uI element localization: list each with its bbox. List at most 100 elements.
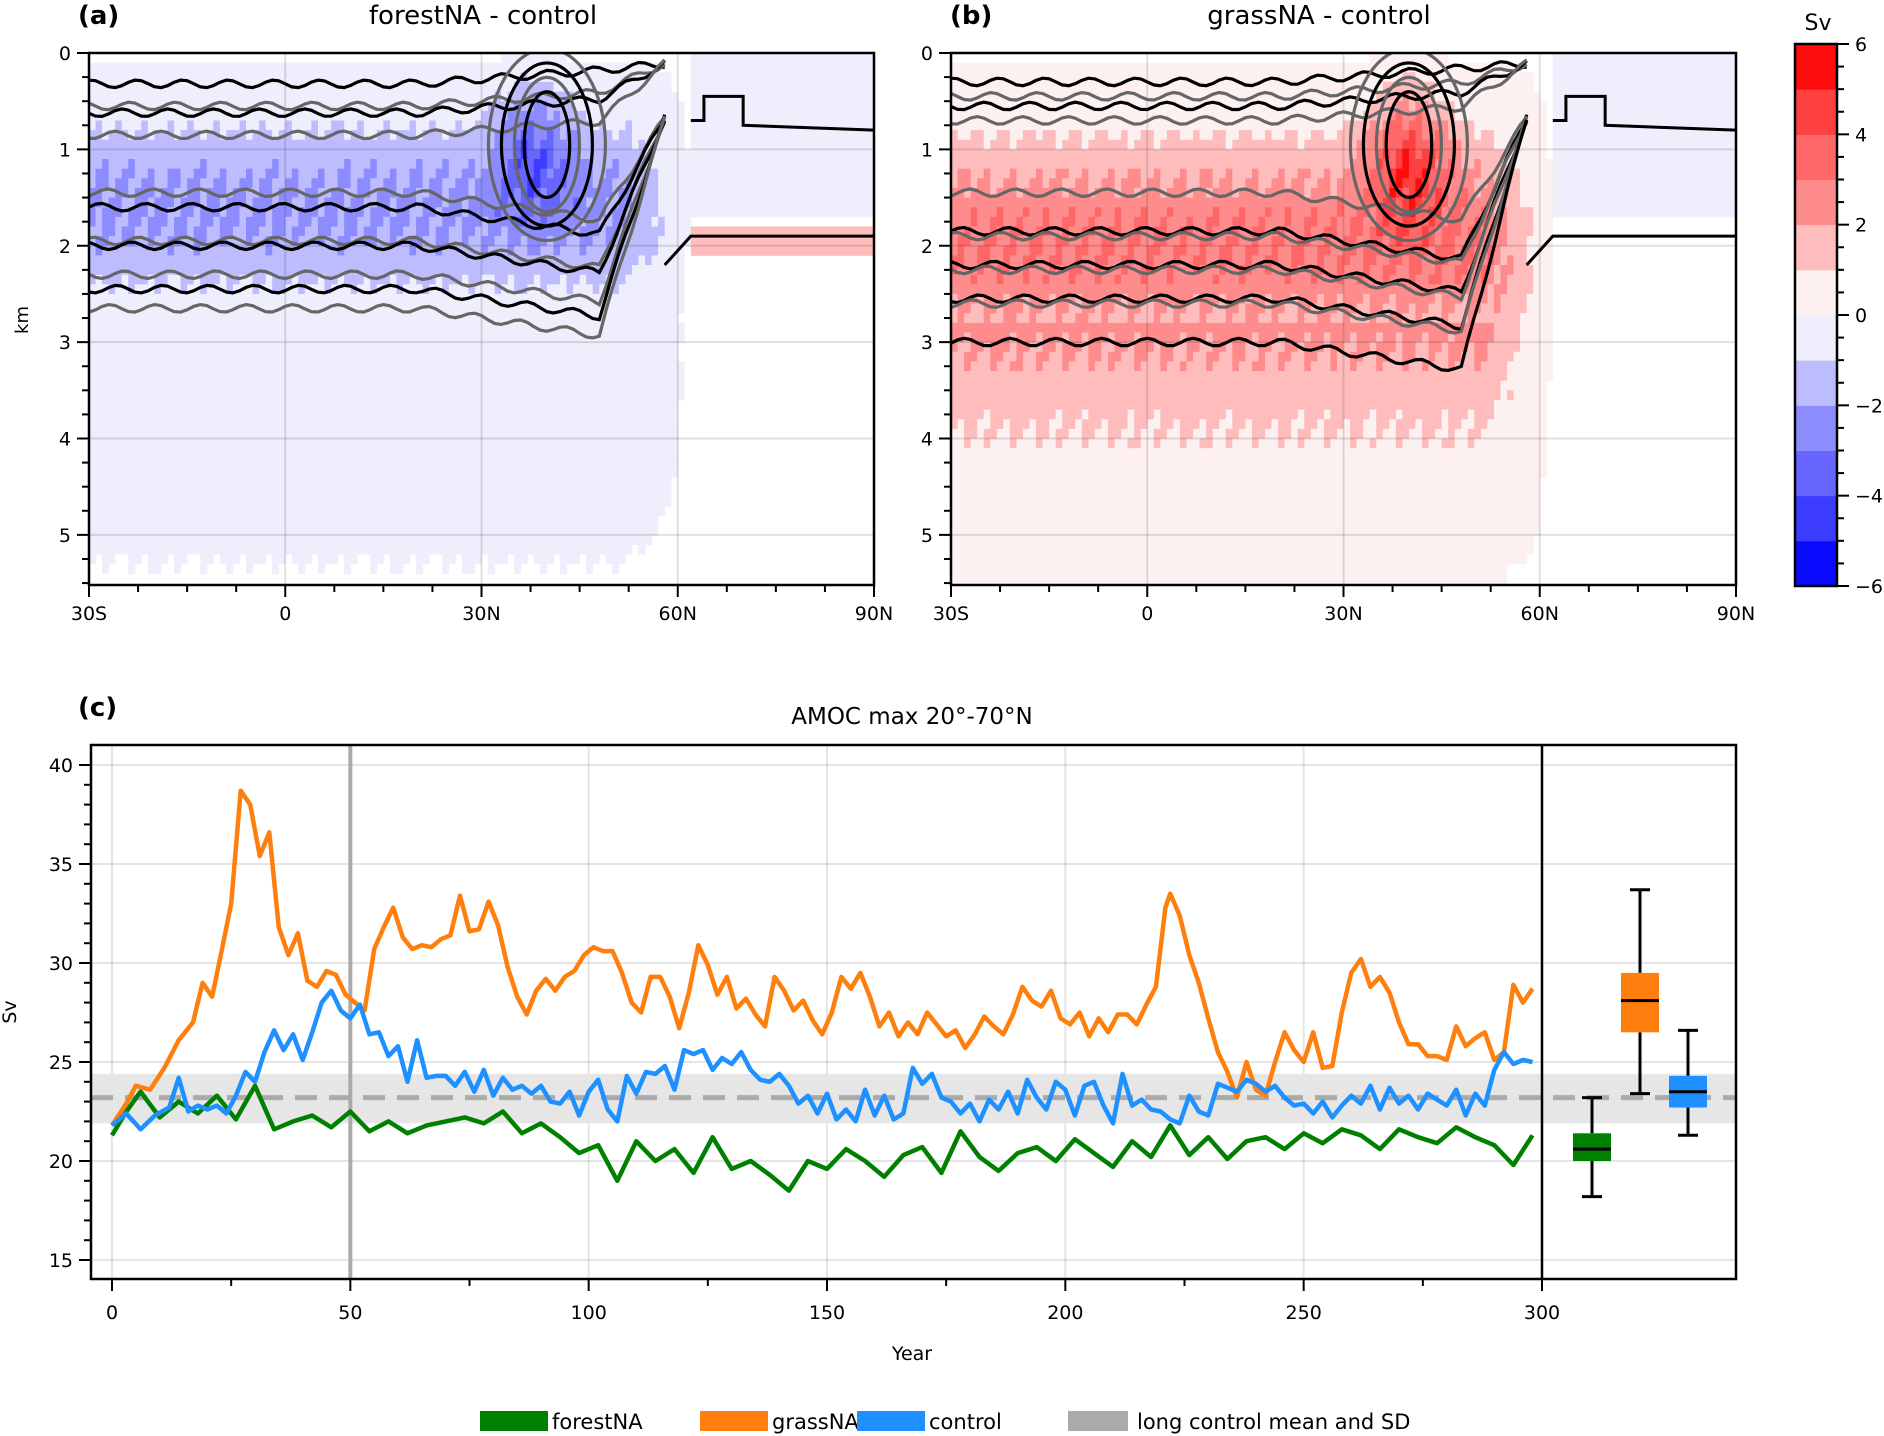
- field-cell: [579, 505, 587, 517]
- field-cell: [298, 409, 306, 420]
- field-cell: [429, 274, 437, 285]
- field-cell: [618, 448, 626, 459]
- field-cell: [226, 81, 234, 92]
- field-cell: [429, 399, 437, 411]
- field-cell: [134, 168, 142, 179]
- field-cell: [461, 342, 469, 353]
- field-cell: [455, 255, 463, 266]
- field-cell: [749, 197, 757, 208]
- field-cell: [730, 226, 738, 237]
- field-cell: [298, 457, 306, 468]
- field-cell: [618, 168, 626, 179]
- field-cell: [239, 467, 247, 478]
- field-cell: [200, 72, 208, 83]
- field-cell: [200, 149, 208, 160]
- field-cell: [403, 342, 410, 353]
- field-cell: [527, 226, 535, 237]
- field-cell: [527, 168, 535, 179]
- field-cell: [560, 563, 567, 574]
- field-cell: [488, 342, 495, 353]
- field-cell: [337, 467, 345, 478]
- field-cell: [468, 457, 476, 468]
- field-cell: [252, 554, 260, 565]
- field-cell: [239, 101, 247, 112]
- field-cell: [219, 245, 227, 256]
- field-cell: [546, 351, 554, 362]
- field-cell: [769, 197, 777, 208]
- field-cell: [285, 322, 293, 333]
- field-cell: [717, 120, 724, 131]
- field-cell: [697, 178, 705, 189]
- field-cell: [488, 284, 495, 295]
- field-cell: [527, 274, 535, 285]
- field-cell: [645, 101, 652, 112]
- field-cell: [357, 216, 365, 227]
- field-cell: [383, 245, 391, 256]
- field-cell: [573, 371, 581, 382]
- field-cell: [775, 207, 783, 218]
- panel-a: (a) forestNA - control km 30S 0 30N 60N 90N0…: [12, 1, 893, 625]
- field-cell: [710, 101, 718, 112]
- field-cell: [684, 207, 692, 218]
- field-cell: [350, 380, 358, 391]
- field-cell: [455, 496, 463, 507]
- field-cell: [311, 81, 319, 92]
- field-cell: [344, 438, 352, 449]
- field-cell: [461, 371, 469, 382]
- field-cell: [95, 525, 103, 536]
- field-cell: [344, 120, 352, 131]
- field-cell: [775, 245, 783, 256]
- field-cell: [272, 448, 280, 459]
- field-cell: [344, 159, 352, 170]
- field-cell: [448, 428, 456, 439]
- field-cell: [560, 120, 567, 131]
- field-cell: [579, 332, 587, 343]
- field-cell: [102, 448, 110, 459]
- field-cell: [403, 371, 410, 382]
- field-cell: [560, 505, 567, 517]
- field-cell: [422, 332, 430, 343]
- field-cell: [337, 399, 345, 411]
- field-cell: [108, 544, 116, 555]
- field-cell: [592, 322, 600, 333]
- field-cell: [108, 245, 116, 256]
- field-cell: [147, 534, 155, 545]
- field-cell: [645, 236, 652, 247]
- field-cell: [121, 322, 129, 333]
- field-cell: [416, 216, 424, 227]
- field-cell: [272, 428, 280, 439]
- field-cell: [213, 178, 221, 189]
- field-cell: [560, 313, 567, 324]
- field-cell: [409, 197, 417, 208]
- field-cell: [501, 197, 509, 208]
- field-cell: [422, 525, 430, 536]
- field-cell: [357, 274, 365, 285]
- field-cell: [128, 505, 136, 517]
- field-cell: [259, 120, 267, 131]
- field-cell: [435, 255, 443, 266]
- field-cell: [291, 351, 299, 362]
- field-cell: [455, 187, 463, 199]
- field-cell: [507, 53, 515, 64]
- field-cell: [566, 534, 574, 545]
- field-cell: [304, 457, 312, 468]
- field-cell: [573, 178, 581, 189]
- field-cell: [645, 274, 652, 285]
- field-cell: [213, 255, 221, 266]
- field-cell: [638, 303, 646, 314]
- field-cell: [187, 274, 195, 285]
- field-cell: [108, 91, 116, 102]
- field-cell: [488, 274, 495, 285]
- field-cell: [108, 255, 116, 266]
- field-cell: [121, 81, 129, 92]
- field-cell: [546, 534, 554, 545]
- field-cell: [344, 448, 352, 459]
- field-cell: [507, 245, 515, 256]
- field-cell: [389, 178, 397, 189]
- field-cell: [416, 168, 424, 179]
- field-cell: [376, 255, 384, 266]
- field-cell: [612, 91, 620, 102]
- field-cell: [344, 207, 352, 218]
- field-cell: [501, 525, 509, 536]
- field-cell: [252, 467, 260, 478]
